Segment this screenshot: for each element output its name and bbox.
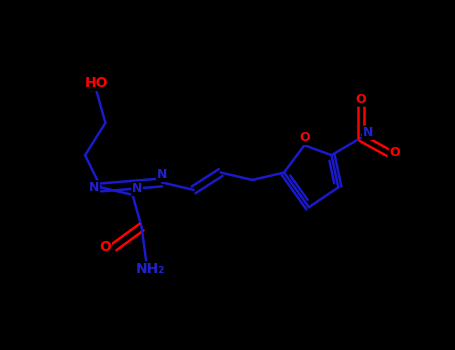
Text: O: O [389,146,400,159]
Text: N: N [132,182,142,195]
Text: N: N [89,181,99,194]
Text: NH₂: NH₂ [136,262,165,276]
Text: HO: HO [85,76,108,90]
Text: O: O [299,131,310,144]
Text: N: N [363,126,373,139]
Text: O: O [356,93,366,106]
Text: O: O [100,240,111,254]
Text: N: N [157,168,167,182]
